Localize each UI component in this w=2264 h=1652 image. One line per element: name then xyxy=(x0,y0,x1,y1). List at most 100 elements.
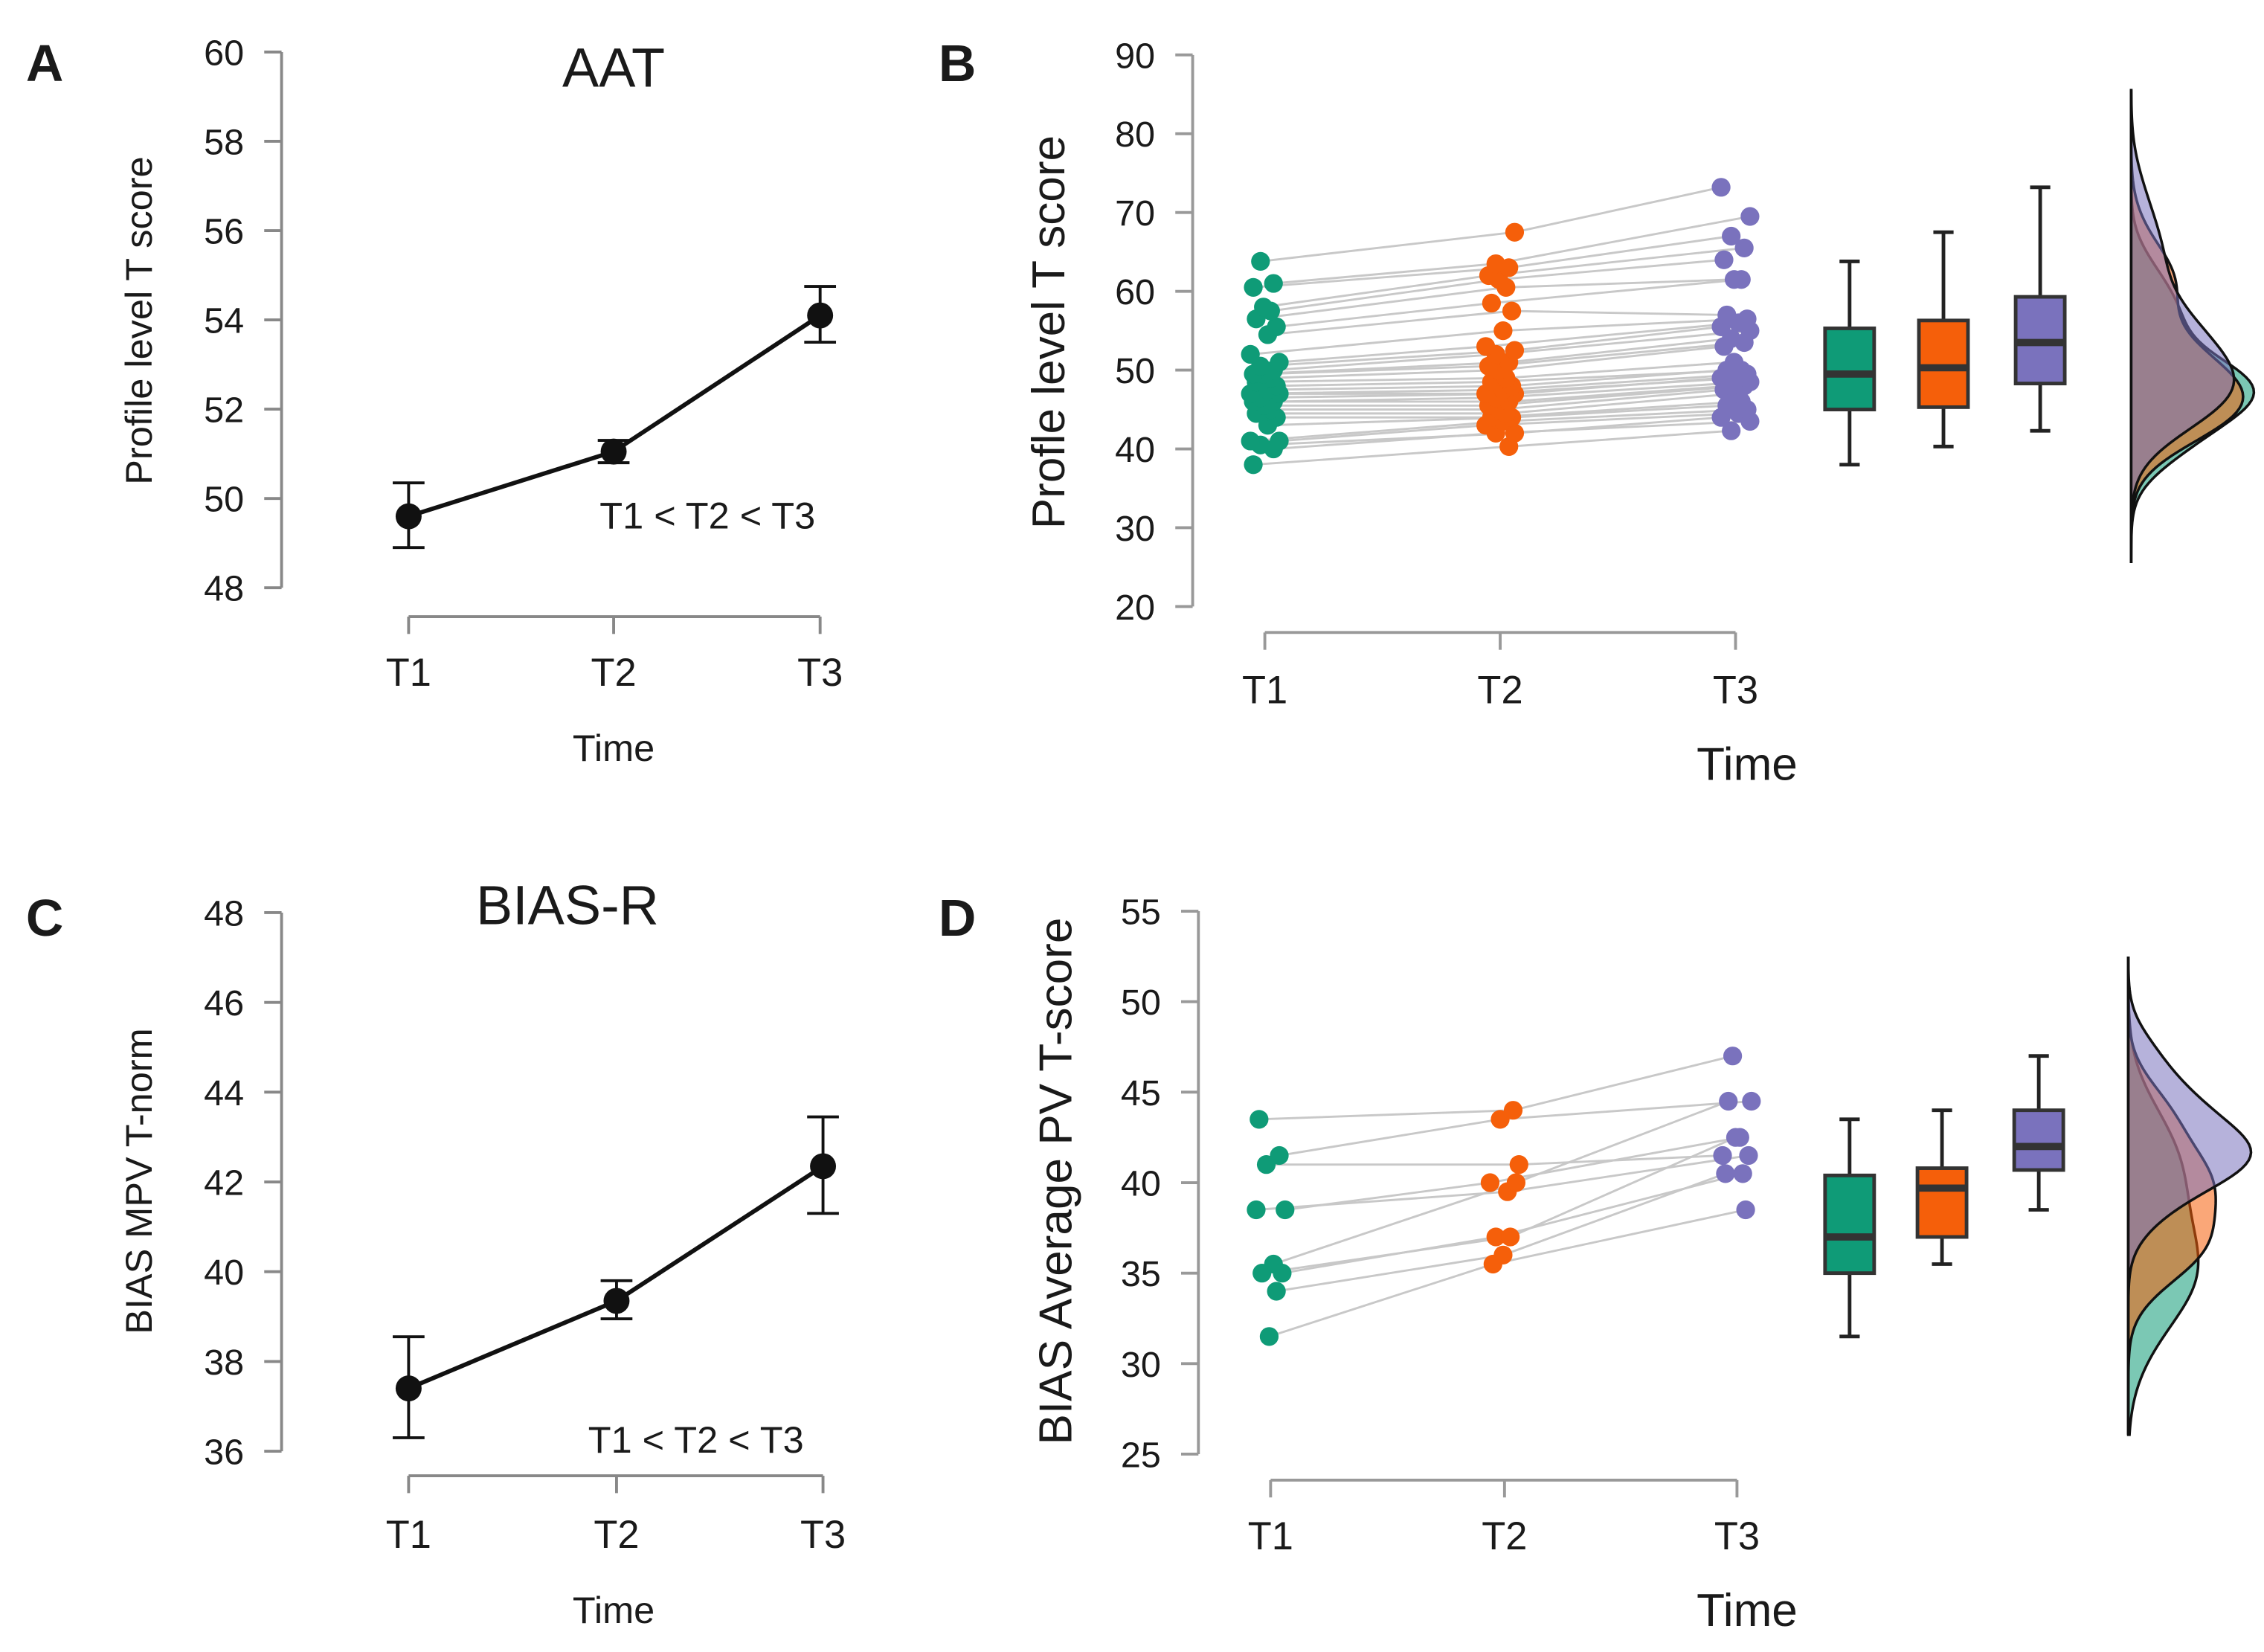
subject-line xyxy=(1260,186,1722,263)
y-tick-label: 55 xyxy=(1121,893,1161,933)
y-tick-label: 44 xyxy=(204,1073,244,1113)
y-tick-label: 40 xyxy=(1121,1163,1161,1203)
data-point-t1 xyxy=(1254,298,1273,317)
data-point-t1 xyxy=(1252,1264,1272,1283)
data-point-t1 xyxy=(1264,274,1283,293)
box-t3 xyxy=(2012,1108,2065,1172)
y-tick-label: 35 xyxy=(1121,1254,1161,1294)
data-point xyxy=(395,503,422,530)
subject-line xyxy=(1258,1055,1733,1121)
data-point-t3 xyxy=(1716,1164,1735,1183)
y-tick-label: 60 xyxy=(1115,272,1155,312)
x-tick-label: T1 xyxy=(386,652,431,695)
data-point-t2 xyxy=(1493,321,1513,341)
data-point-t3 xyxy=(1719,1091,1738,1111)
y-tick-label: 80 xyxy=(1115,115,1155,155)
series-line xyxy=(408,1164,825,1391)
data-point-t3 xyxy=(1726,1128,1746,1147)
x-tick-label: T3 xyxy=(1713,669,1758,712)
subject-line xyxy=(1266,1154,1723,1166)
data-point-t1 xyxy=(1241,431,1260,451)
data-point-t3 xyxy=(1713,1145,1732,1166)
y-tick-label: 52 xyxy=(204,390,244,431)
y-tick-label: 50 xyxy=(1121,983,1161,1023)
chart-title: AAT xyxy=(562,37,665,99)
y-tick-label: 40 xyxy=(1115,430,1155,470)
data-point xyxy=(810,1153,837,1180)
data-point-t2 xyxy=(1506,1173,1526,1192)
data-point-t1 xyxy=(1276,1200,1295,1220)
y-tick-label: 70 xyxy=(1115,193,1155,234)
data-point xyxy=(807,302,834,329)
y-axis-label: Profle level T score xyxy=(1023,135,1075,529)
y-tick-label: 30 xyxy=(1115,509,1155,549)
y-tick-label: 25 xyxy=(1121,1435,1161,1475)
box-t1 xyxy=(1823,1173,1877,1276)
y-tick-label: 60 xyxy=(204,33,244,73)
x-axis-label: Time xyxy=(1697,739,1798,790)
data-point-t1 xyxy=(1256,1155,1276,1174)
data-point-t1 xyxy=(1250,1110,1269,1129)
panel-d: D BIAS Average PV T-score Time 25 30 35 40 45 50… xyxy=(939,889,2253,1636)
density-t3 xyxy=(2126,956,2253,1435)
x-tick-label: T2 xyxy=(594,1514,639,1557)
x-tick-label: T2 xyxy=(591,652,636,695)
y-tick-label: 48 xyxy=(204,893,244,933)
data-point-t3 xyxy=(1714,250,1734,269)
data-point-t1 xyxy=(1259,1327,1279,1346)
data-point-t2 xyxy=(1502,301,1522,321)
data-point-t2 xyxy=(1482,293,1502,313)
data-point-t1 xyxy=(1267,1282,1286,1301)
data-point-t1 xyxy=(1270,353,1289,372)
x-tick-label: T2 xyxy=(1482,1515,1527,1558)
data-point-t3 xyxy=(1723,1047,1743,1066)
significance-annotation: T1 < T2 < T3 xyxy=(599,495,815,537)
panel-a: A AAT Profile level T score Time T1 < T2 < T… xyxy=(26,33,843,769)
y-tick-label: 54 xyxy=(204,301,244,341)
y-tick-label: 50 xyxy=(204,480,244,520)
y-tick-label: 90 xyxy=(1115,36,1155,76)
data-point-t2 xyxy=(1486,254,1505,274)
y-tick-label: 42 xyxy=(204,1163,244,1203)
box-t1 xyxy=(1823,327,1877,411)
data-point-t1 xyxy=(1241,344,1260,364)
y-tick-label: 20 xyxy=(1115,588,1155,628)
data-point-t3 xyxy=(1724,270,1744,289)
data-point-t2 xyxy=(1505,423,1525,443)
data-point-t2 xyxy=(1480,1173,1500,1192)
y-tick-label: 48 xyxy=(204,569,244,609)
data-point-t1 xyxy=(1244,455,1263,475)
panel-letter: D xyxy=(939,889,976,947)
y-tick-label: 40 xyxy=(204,1253,244,1293)
x-tick-label: T1 xyxy=(1248,1515,1293,1558)
data-point-t2 xyxy=(1505,341,1525,360)
x-tick-label: T2 xyxy=(1477,669,1522,712)
box-t2 xyxy=(1915,1166,1969,1239)
data-point-t1 xyxy=(1244,277,1263,297)
data-point-t3 xyxy=(1724,353,1744,372)
panel-b: B Profle level T score Time 20 30 40 50 60 70 80 9… xyxy=(939,34,2256,790)
x-tick-label: T3 xyxy=(1714,1515,1760,1558)
data-point-t2 xyxy=(1490,1110,1510,1129)
y-axis-label: BIAS Average PV T-score xyxy=(1030,918,1081,1445)
x-tick-label: T3 xyxy=(800,1514,846,1557)
data-point-t3 xyxy=(1733,1164,1752,1183)
data-point-t1 xyxy=(1251,251,1270,271)
panel-c: C BIAS-R BIAS MPV T-norm Time T1 < T2 < T3 36… xyxy=(26,875,846,1632)
chart-title: BIAS-R xyxy=(476,875,659,936)
data-point-t1 xyxy=(1270,431,1289,451)
series-line xyxy=(408,313,822,518)
data-point-t3 xyxy=(1734,238,1754,258)
data-point-t2 xyxy=(1505,222,1525,242)
data-point-t3 xyxy=(1722,421,1741,440)
data-point-t2 xyxy=(1476,337,1496,356)
data-point xyxy=(603,1288,630,1314)
y-tick-label: 46 xyxy=(204,983,244,1023)
panel-letter: C xyxy=(26,889,63,947)
data-point-t3 xyxy=(1740,207,1760,226)
data-point-t1 xyxy=(1247,1200,1266,1220)
significance-annotation: T1 < T2 < T3 xyxy=(588,1418,804,1461)
panel-letter: A xyxy=(26,34,63,92)
y-tick-label: 50 xyxy=(1115,351,1155,391)
y-axis-label: BIAS MPV T-norm xyxy=(118,1028,160,1334)
